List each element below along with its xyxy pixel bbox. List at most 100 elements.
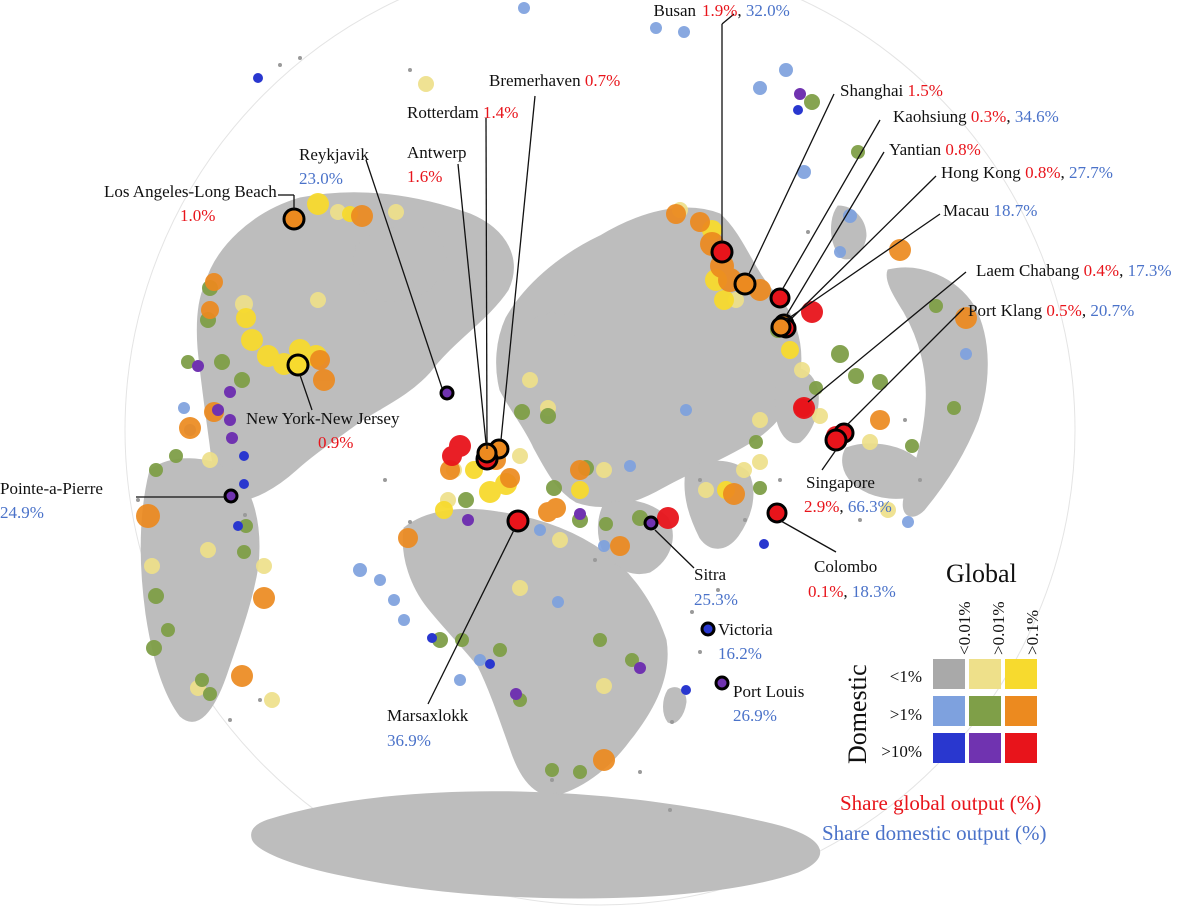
label-victoria-domestic: 16.2% [718,644,762,663]
label-new-york-global: 0.9% [318,433,353,452]
label-colombo-domestic: 18.3% [852,582,896,601]
landmass-south-america [140,458,260,722]
label-bremerhaven-name: Bremerhaven [489,71,581,90]
legend-swatch-1-2 [1005,696,1037,726]
label-laem-chabang-name: Laem Chabang [976,261,1080,280]
port-busan-marker [710,240,734,264]
label-new-york-name: New York-New Jersey [246,409,400,428]
label-colombo-name: Colombo [814,557,877,576]
label-antwerp-global: 1.6% [407,167,442,186]
label-bremerhaven-global: 0.7% [585,71,620,90]
label-busan-domestic: 32.0% [746,1,790,20]
label-rotterdam-global: 1.4% [483,103,518,122]
svg-text:Laem Chabang 0.4%, 17.3%: Laem Chabang 0.4%, 17.3% [976,261,1171,280]
port-kaohsiung-marker [769,287,791,309]
label-reykjavik-domestic: 23.0% [299,169,343,188]
svg-text:Busan: Busan [654,1,697,20]
label-kaohsiung-global: 0.3% [971,107,1006,126]
port-shanghai-marker [733,272,757,296]
legend-swatch-0-1 [969,659,1001,689]
legend-swatch-2-0 [933,733,965,763]
label-sitra-domestic: 25.3% [694,590,738,609]
label-pointe-a-pierre-name: Pointe-a-Pierre [0,479,103,498]
legend-swatch-2-2 [1005,733,1037,763]
landmass-madagascar [663,687,687,724]
landmass-india [684,460,754,549]
label-victoria-name: Victoria [718,620,773,639]
port-sitra-marker [643,515,659,531]
port-marsaxlokk-marker [506,509,530,533]
legend-swatch-2-1 [969,733,1001,763]
minor-port-dots [136,56,922,812]
svg-text:Port Klang 0.5%, 20.7%: Port Klang 0.5%, 20.7% [968,301,1134,320]
label-busan-global: 1.9% [702,1,737,20]
highlighted-ports [223,207,855,691]
port-louis-marker [714,675,730,691]
legend-row-2-label: >10% [881,742,922,761]
svg-text:Shanghai 1.5%: Shanghai 1.5% [840,81,943,100]
port-pointe-a-pierre-marker [223,488,239,504]
label-macau-domestic: 18.7% [994,201,1038,220]
legend-col-0: <0.01% [955,602,974,656]
label-hong-kong-global: 0.8% [1025,163,1060,182]
landmass-scandinavia [514,312,575,374]
port-laem-chabang-marker [794,399,812,417]
landmass-australia [886,267,988,517]
legend-axis-label: Domestic [843,664,872,764]
svg-text:2.9%, 66.3%: 2.9%, 66.3% [804,497,892,516]
legend-row-1-label: >1% [890,705,922,724]
landmass-japan [831,205,867,260]
label-hong-kong-domestic: 27.7% [1069,163,1113,182]
port-labels: Busan 1.9%, 32.0% Shanghai 1.5% Kaohsiun… [0,1,1171,750]
label-port-klang-domestic: 20.7% [1090,301,1134,320]
label-shanghai-name: Shanghai [840,81,904,100]
legend-col-1: >0.01% [989,602,1008,656]
label-marsaxlokk-domestic: 36.9% [387,731,431,750]
label-busan-name: Busan [654,1,697,20]
svg-text:Hong Kong 0.8%, 27.7%: Hong Kong 0.8%, 27.7% [941,163,1113,182]
legend-note-global: Share global output (%) [840,791,1041,815]
label-rotterdam-name: Rotterdam [407,103,479,122]
legend-note-domestic: Share domestic output (%) [822,821,1047,845]
port-reykjavik-marker [439,385,455,401]
label-pointe-a-pierre-domestic: 24.9% [0,503,44,522]
label-los-angeles-global: 1.0% [180,206,215,225]
port-macau-marker [770,316,792,338]
label-singapore-global: 2.9% [804,497,839,516]
leader-lines [136,13,967,705]
label-kaohsiung-domestic: 34.6% [1015,107,1059,126]
label-hong-kong-name: Hong Kong [941,163,1021,182]
legend-col-2: >0.1% [1023,610,1042,655]
legend: Global <0.01% >0.01% >0.1% Domestic <1% … [822,559,1047,845]
port-markers [136,2,977,779]
legend-title: Global [946,559,1017,588]
label-los-angeles-name: Los Angeles-Long Beach [104,182,277,201]
port-new-york-marker [286,353,310,377]
label-yantian-global: 0.8% [945,140,980,159]
port-victoria-marker [700,621,716,637]
label-singapore-domestic: 66.3% [848,497,892,516]
label-laem-chabang-domestic: 17.3% [1128,261,1172,280]
svg-text:1.9%, 32.0%: 1.9%, 32.0% [702,1,790,20]
label-shanghai-global: 1.5% [908,81,943,100]
svg-text:Macau 18.7%: Macau 18.7% [943,201,1037,220]
label-yantian-name: Yantian [889,140,942,159]
landmasses [140,192,988,899]
label-port-louis-domestic: 26.9% [733,706,777,725]
label-antwerp-name: Antwerp [407,143,466,162]
label-kaohsiung-name: Kaohsiung [893,107,967,126]
label-sitra-name: Sitra [694,565,727,584]
label-colombo-global: 0.1% [808,582,843,601]
landmass-greenland [352,225,447,303]
svg-text:Kaohsiung 0.3%, 34.6%: Kaohsiung 0.3%, 34.6% [893,107,1059,126]
label-macau-name: Macau [943,201,990,220]
legend-swatch-1-1 [969,696,1001,726]
legend-swatch-0-2 [1005,659,1037,689]
svg-text:Rotterdam 1.4%: Rotterdam 1.4% [407,103,518,122]
label-reykjavik-name: Reykjavik [299,145,369,164]
port-los-angeles-marker [282,207,306,231]
port-singapore-marker [824,428,848,452]
legend-row-0-label: <1% [890,667,922,686]
label-laem-chabang-global: 0.4% [1084,261,1119,280]
